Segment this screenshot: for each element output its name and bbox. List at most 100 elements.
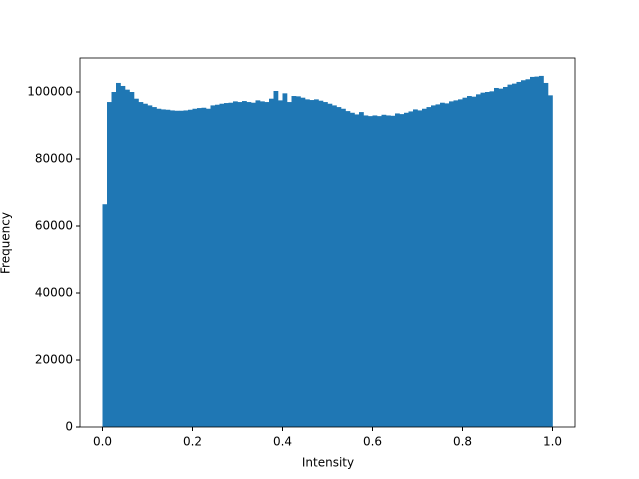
bar [458, 99, 463, 427]
bar [152, 107, 157, 428]
bar [264, 102, 270, 428]
bar [111, 92, 117, 428]
bar [179, 110, 184, 427]
bar [296, 96, 301, 427]
bar [242, 101, 247, 427]
bar [327, 103, 333, 428]
bar [228, 102, 234, 427]
bar [417, 110, 423, 427]
bar [395, 113, 400, 427]
bar [485, 92, 490, 428]
bar [467, 96, 472, 427]
bar [188, 109, 193, 428]
x-tick-label: 0.4 [273, 435, 292, 449]
x-tick-label: 0.6 [363, 435, 382, 449]
bar [480, 92, 486, 427]
bar [116, 82, 121, 427]
bar [498, 88, 504, 428]
bar [377, 116, 382, 428]
bar [183, 110, 189, 427]
bar [525, 79, 531, 428]
bar [350, 112, 355, 427]
bar [476, 94, 481, 427]
x-tick-label: 0.8 [453, 435, 472, 449]
bar [413, 109, 418, 427]
bar [125, 89, 130, 427]
bar [354, 114, 360, 428]
bar [399, 114, 405, 427]
bar [287, 102, 292, 428]
bar [210, 105, 216, 428]
y-tick-label: 60000 [35, 219, 73, 233]
bar [372, 115, 378, 427]
bar [314, 99, 319, 427]
bar [359, 112, 364, 427]
bar [305, 99, 310, 427]
bar [449, 101, 454, 428]
bar [237, 102, 243, 428]
bar [206, 108, 211, 427]
bar [404, 112, 409, 427]
bar [368, 116, 373, 428]
bar [390, 115, 396, 427]
bar [255, 100, 261, 428]
x-axis-label: Intensity [302, 456, 354, 470]
bar [170, 110, 175, 427]
bar [201, 107, 207, 427]
y-tick-label: 80000 [35, 152, 73, 166]
bar [341, 108, 346, 427]
bar [534, 76, 540, 427]
bar [138, 102, 144, 428]
bar [426, 107, 432, 428]
bar [260, 101, 265, 428]
bar [300, 97, 306, 427]
bar [381, 114, 387, 428]
bar [521, 80, 526, 428]
bar [539, 75, 544, 428]
bar [224, 103, 229, 428]
bar [120, 85, 126, 427]
bar [291, 96, 297, 427]
bar [215, 104, 220, 428]
bar [435, 104, 441, 427]
bar [282, 93, 288, 428]
bar [143, 103, 148, 428]
x-tick-label: 1.0 [543, 435, 562, 449]
bar [273, 90, 279, 427]
bar [548, 95, 553, 428]
bar [363, 115, 369, 427]
y-tick-label: 100000 [27, 85, 73, 99]
bar [197, 108, 202, 428]
bar [102, 204, 108, 427]
x-tick-label: 0.2 [183, 435, 202, 449]
bar [251, 102, 256, 427]
bar [345, 111, 351, 427]
bar [323, 102, 328, 428]
y-tick-label: 0 [65, 420, 73, 434]
bar [503, 86, 508, 428]
bar [422, 108, 427, 427]
bar [318, 100, 324, 427]
y-tick-label: 20000 [35, 353, 73, 367]
bar [174, 110, 180, 427]
bar [462, 97, 468, 427]
bar [219, 103, 225, 428]
bar [512, 83, 517, 428]
bar [129, 92, 135, 428]
bar [444, 103, 450, 428]
bar [309, 100, 315, 428]
bar [332, 105, 337, 428]
y-axis-label: Frequency [0, 212, 13, 274]
bar [246, 102, 252, 428]
x-tick-label: 0.0 [93, 435, 112, 449]
bar [147, 105, 153, 428]
bar [233, 101, 238, 428]
bar [516, 81, 522, 428]
bar [543, 82, 549, 427]
bar [192, 108, 198, 427]
bar [408, 111, 414, 428]
bar [278, 100, 283, 428]
bar [507, 84, 513, 427]
